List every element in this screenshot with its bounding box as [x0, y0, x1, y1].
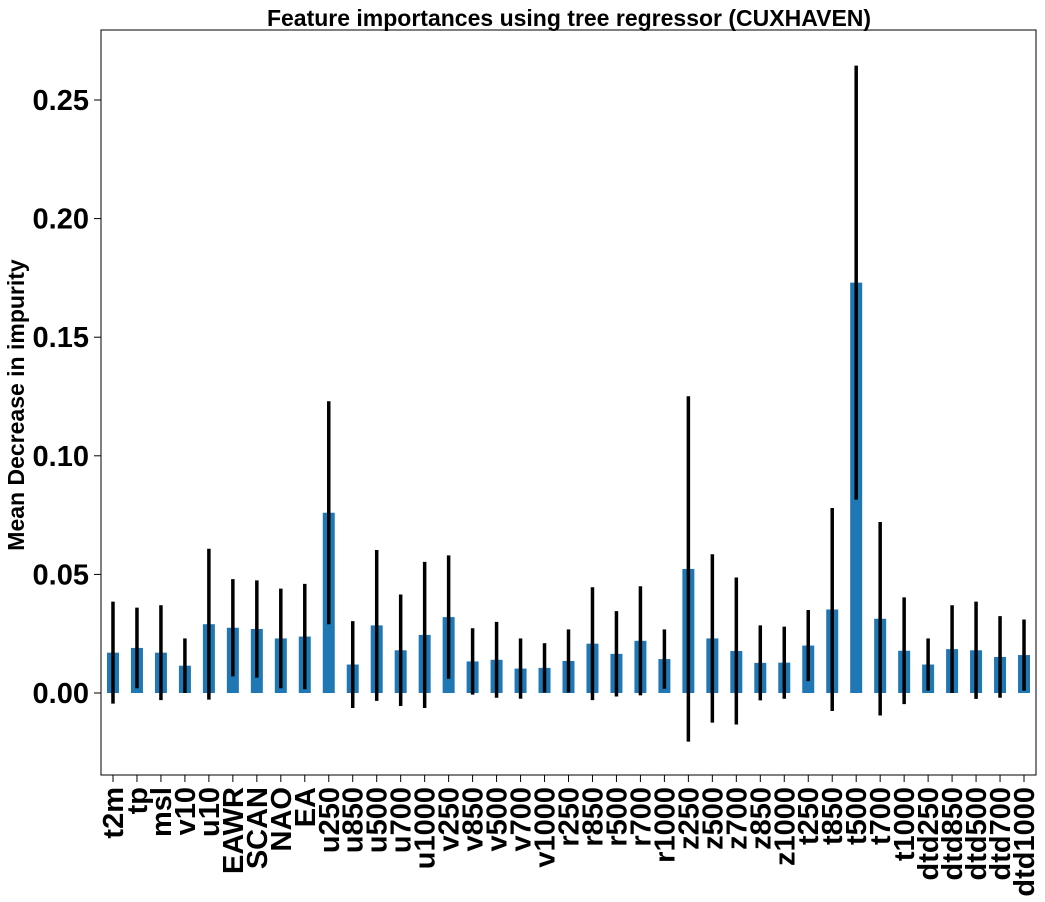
y-tick-label: 0.20 [33, 204, 89, 236]
plot-area-frame [100, 29, 1037, 776]
x-axis-ticks: t2mtpmslv10u10EAWRSCANNAOEAu250u850u500u… [98, 775, 1041, 897]
x-tick-label: v1000 [530, 787, 562, 868]
x-tick-label: z700 [721, 787, 753, 850]
x-tick-label: t500 [841, 787, 873, 845]
y-axis-ticks: 0.00 0.05 0.10 0.15 0.20 0.25 [33, 85, 101, 710]
x-tick-label: u1000 [410, 787, 442, 869]
x-tick-label: u850 [338, 787, 370, 853]
x-tick-label: v10 [170, 787, 202, 835]
x-tick-label: NAO [266, 787, 298, 851]
y-axis-label: Mean Decrease in impurity [3, 259, 29, 551]
chart-title: Feature importances using tree regressor… [267, 5, 871, 31]
error-bars-group [111, 65, 1026, 742]
x-tick-label: msl [146, 787, 178, 837]
x-tick-label: r700 [625, 787, 657, 847]
x-tick-label: r250 [554, 787, 586, 847]
x-tick-label: z250 [673, 787, 705, 850]
x-tick-label: dtd250 [913, 787, 945, 880]
y-tick-label: 0.10 [33, 441, 89, 473]
x-tick-label: r1000 [649, 787, 681, 863]
y-tick-label: 0.25 [33, 85, 89, 117]
x-tick-label: t700 [865, 787, 897, 845]
y-tick-label: 0.00 [33, 678, 89, 710]
y-tick-label: 0.15 [33, 322, 89, 354]
x-tick-label: dtd1000 [1009, 787, 1041, 897]
x-tick-label: r850 [577, 787, 609, 847]
x-tick-label: dtd500 [961, 787, 993, 880]
x-tick-label: v500 [482, 787, 514, 852]
x-tick-label: dtd850 [937, 787, 969, 880]
x-tick-label: v250 [434, 787, 466, 852]
x-tick-label: u10 [194, 787, 226, 837]
x-tick-label: z500 [697, 787, 729, 850]
x-tick-label: u700 [386, 787, 418, 853]
y-tick-label: 0.05 [33, 559, 89, 591]
x-tick-label: EA [290, 787, 322, 827]
x-tick-label: v850 [458, 787, 490, 852]
x-tick-label: dtd700 [985, 787, 1017, 880]
x-tick-label: t2m [98, 787, 130, 839]
x-tick-label: z850 [745, 787, 777, 850]
x-tick-label: u500 [362, 787, 394, 853]
x-tick-label: t850 [817, 787, 849, 845]
x-tick-label: t250 [793, 787, 825, 845]
x-tick-label: u250 [314, 787, 346, 853]
x-tick-label: r500 [601, 787, 633, 847]
x-tick-label: z1000 [769, 787, 801, 866]
x-tick-label: tp [122, 787, 154, 814]
x-tick-label: EAWR [218, 787, 250, 874]
x-tick-label: t1000 [889, 787, 921, 861]
x-tick-label: SCAN [242, 787, 274, 869]
x-tick-label: v700 [506, 787, 538, 852]
